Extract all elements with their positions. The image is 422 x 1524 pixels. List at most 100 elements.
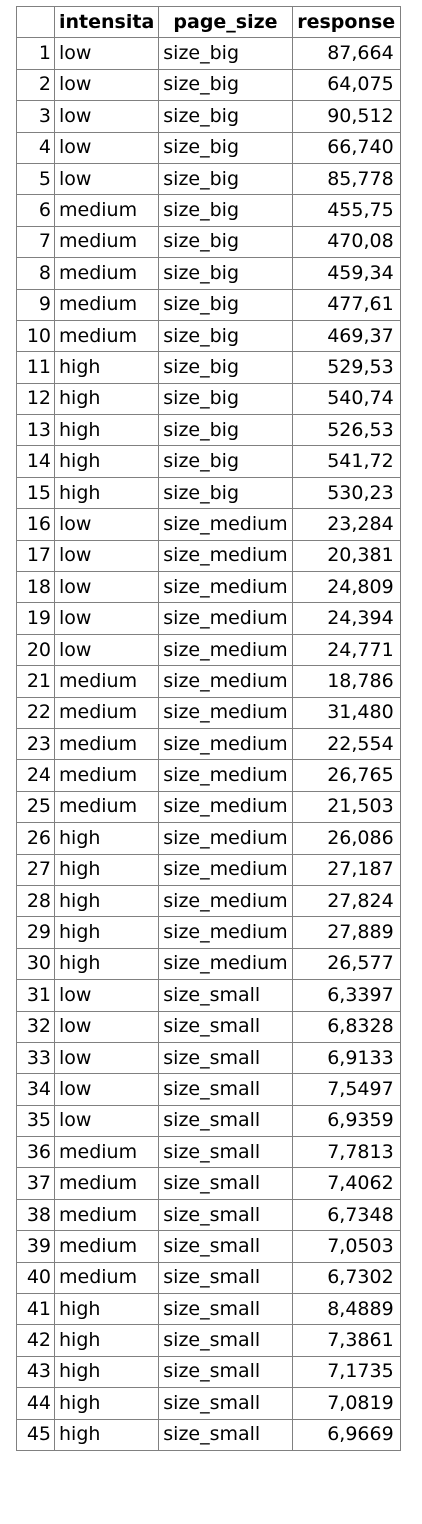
cell-page-size: size_small: [158, 1355, 293, 1389]
table-row: 5 low size_big 85,778: [16, 162, 401, 196]
cell-response: 27,187: [291, 853, 401, 886]
cell-page-size: size_medium: [158, 539, 293, 573]
table-row: 9 medium size_big 477,61: [16, 288, 401, 321]
row-index: 22: [16, 696, 55, 729]
cell-response: 470,08: [291, 225, 401, 259]
cell-response: 477,61: [291, 288, 401, 321]
cell-response: 6,8328: [291, 1010, 401, 1043]
row-index: 31: [16, 979, 55, 1012]
cell-page-size: size_small: [158, 1167, 293, 1200]
cell-page-size: size_small: [158, 1010, 293, 1043]
table-row: 17 low size_medium 20,381: [16, 539, 401, 573]
row-index: 10: [16, 319, 55, 353]
cell-response: 7,0819: [291, 1387, 401, 1420]
cell-response: 541,72: [291, 445, 401, 478]
row-index: 7: [16, 225, 55, 259]
table-row: 38 medium size_small 6,7348: [16, 1198, 401, 1232]
cell-page-size: size_medium: [158, 571, 293, 604]
cell-response: 24,394: [291, 602, 401, 635]
cell-page-size: size_small: [158, 1230, 293, 1263]
row-index: 40: [16, 1261, 55, 1295]
cell-response: 8,4889: [291, 1293, 401, 1326]
cell-page-size: size_medium: [158, 790, 293, 824]
cell-response: 540,74: [291, 382, 401, 416]
header-response: response: [291, 5, 401, 39]
cell-page-size: size_small: [158, 1041, 293, 1075]
cell-page-size: size_small: [158, 1136, 293, 1169]
cell-intensita: low: [53, 162, 160, 196]
row-index: 19: [16, 602, 55, 635]
row-index: 44: [16, 1387, 55, 1420]
row-index: 14: [16, 445, 55, 478]
row-index: 16: [16, 508, 55, 541]
cell-response: 6,9669: [291, 1418, 401, 1451]
table-row: 11 high size_big 529,53: [16, 351, 401, 384]
cell-intensita: high: [53, 916, 160, 949]
table-row: 39 medium size_small 7,0503: [16, 1230, 401, 1263]
header-intensita: intensita: [53, 5, 160, 39]
row-index: 23: [16, 727, 55, 761]
table-row: 32 low size_small 6,8328: [16, 1010, 401, 1043]
row-index: 13: [16, 414, 55, 447]
cell-response: 90,512: [291, 100, 401, 133]
table-row: 1 low size_big 87,664: [16, 37, 401, 70]
table-row: 2 low size_big 64,075: [16, 68, 401, 102]
cell-response: 7,7813: [291, 1136, 401, 1169]
row-index: 2: [16, 68, 55, 102]
row-index: 4: [16, 131, 55, 164]
cell-page-size: size_small: [158, 1198, 293, 1232]
row-index: 3: [16, 100, 55, 133]
table-row: 28 high size_medium 27,824: [16, 884, 401, 918]
cell-response: 26,577: [291, 947, 401, 981]
cell-intensita: high: [53, 414, 160, 447]
cell-response: 66,740: [291, 131, 401, 164]
cell-intensita: low: [53, 539, 160, 573]
cell-intensita: high: [53, 1293, 160, 1326]
cell-response: 27,824: [291, 884, 401, 918]
cell-page-size: size_big: [158, 225, 293, 259]
cell-page-size: size_big: [158, 68, 293, 102]
cell-intensita: low: [53, 979, 160, 1012]
cell-intensita: medium: [53, 790, 160, 824]
table-row: 31 low size_small 6,3397: [16, 979, 401, 1012]
cell-response: 20,381: [291, 539, 401, 573]
cell-intensita: medium: [53, 696, 160, 729]
cell-intensita: low: [53, 1010, 160, 1043]
cell-page-size: size_big: [158, 351, 293, 384]
cell-page-size: size_big: [158, 382, 293, 416]
table-body: 1 low size_big 87,664 2 low size_big 64,075 3 low…: [16, 37, 401, 1451]
cell-page-size: size_medium: [158, 727, 293, 761]
cell-intensita: high: [53, 382, 160, 416]
cell-intensita: high: [53, 884, 160, 918]
cell-response: 7,5497: [291, 1073, 401, 1106]
row-index: 8: [16, 257, 55, 290]
row-index: 1: [16, 37, 55, 70]
row-index: 12: [16, 382, 55, 416]
cell-response: 31,480: [291, 696, 401, 729]
cell-page-size: size_big: [158, 131, 293, 164]
cell-response: 64,075: [291, 68, 401, 102]
cell-intensita: medium: [53, 1136, 160, 1169]
cell-intensita: medium: [53, 319, 160, 353]
cell-response: 6,9359: [291, 1104, 401, 1138]
cell-response: 87,664: [291, 37, 401, 70]
table-row: 43 high size_small 7,1735: [16, 1355, 401, 1389]
table-row: 4 low size_big 66,740: [16, 131, 401, 164]
cell-page-size: size_medium: [158, 508, 293, 541]
table-row: 24 medium size_medium 26,765: [16, 759, 401, 792]
cell-page-size: size_medium: [158, 916, 293, 949]
data-table: intensita page_size response 1 low size_bi…: [16, 5, 401, 1451]
row-index: 38: [16, 1198, 55, 1232]
table-row: 15 high size_big 530,23: [16, 476, 401, 510]
cell-page-size: size_medium: [158, 884, 293, 918]
cell-page-size: size_small: [158, 1293, 293, 1326]
row-index: 18: [16, 571, 55, 604]
cell-page-size: size_medium: [158, 759, 293, 792]
cell-intensita: low: [53, 37, 160, 70]
cell-page-size: size_big: [158, 100, 293, 133]
cell-intensita: medium: [53, 759, 160, 792]
row-index: 33: [16, 1041, 55, 1075]
cell-page-size: size_small: [158, 1104, 293, 1138]
row-index: 37: [16, 1167, 55, 1200]
table-row: 6 medium size_big 455,75: [16, 194, 401, 227]
